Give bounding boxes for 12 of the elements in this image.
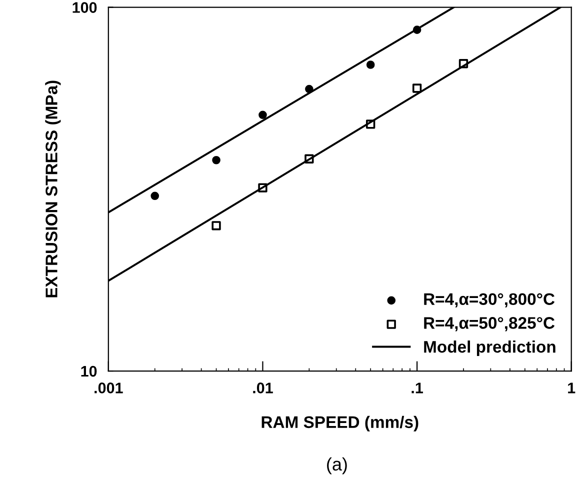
legend-label: R=4,α=30°,800°C — [424, 293, 555, 308]
x-tick-label: .01 — [253, 382, 273, 394]
x-axis-title: RAM SPEED (mm/s) — [262, 416, 418, 432]
legend-label: R=4,α=50°,825°C — [424, 317, 555, 332]
text: (a) — [327, 457, 347, 474]
y-tick-label: 10 — [81, 366, 97, 377]
y-axis-title: EXTRUSION STRESS (MPa) — [45, 80, 61, 298]
x-tick-label: .001 — [94, 382, 123, 394]
x-tick-label: 1 — [568, 382, 576, 394]
x-tick-label: .1 — [412, 382, 423, 394]
y-tick-label: 100 — [72, 2, 97, 13]
legend-label: Model prediction — [424, 340, 556, 356]
